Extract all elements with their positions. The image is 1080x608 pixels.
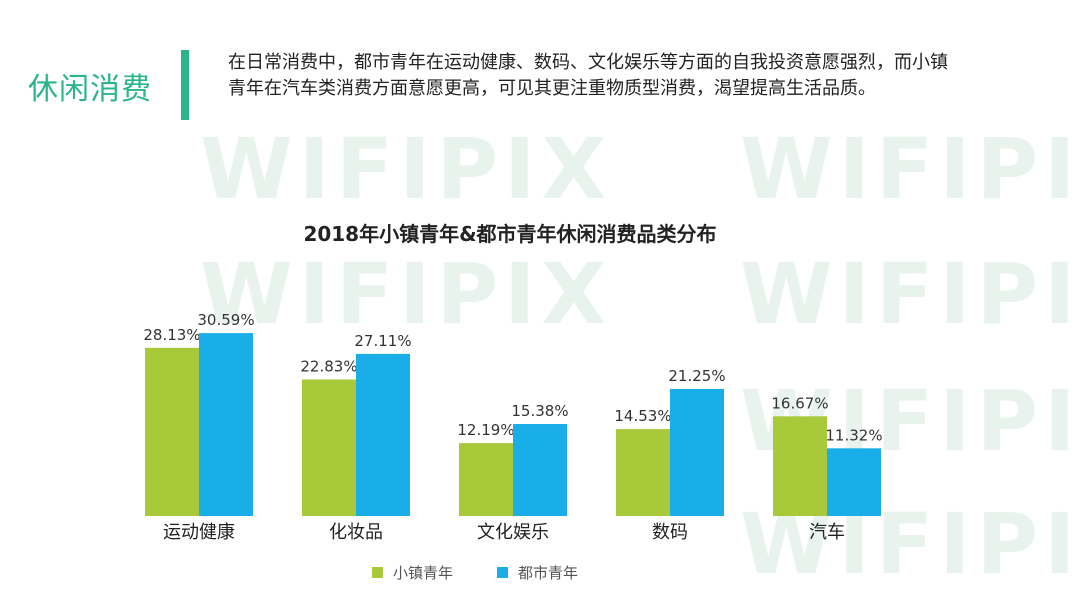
data-label: 16.67%	[771, 394, 828, 412]
intro-text: 在日常消费中，都市青年在运动健康、数码、文化娱乐等方面的自我投资意愿强烈，而小镇…	[228, 52, 948, 99]
data-label: 30.59%	[197, 311, 254, 329]
legend-item-urban: 都市青年	[497, 562, 578, 583]
data-label: 28.13%	[143, 326, 200, 344]
legend-swatch-urban	[497, 567, 509, 578]
chart-title: 2018年小镇青年&都市青年休闲消费品类分布	[303, 222, 717, 246]
legend-label-urban: 都市青年	[518, 564, 579, 582]
bar-urban	[199, 333, 253, 516]
legend: 小镇青年 都市青年	[372, 562, 622, 583]
bar-urban	[513, 424, 567, 516]
data-label: 14.53%	[614, 407, 671, 425]
data-label: 21.25%	[668, 367, 725, 385]
bar-urban	[356, 353, 410, 516]
data-label: 15.38%	[511, 402, 568, 420]
legend-item-small-town: 小镇青年	[372, 562, 453, 583]
bar-small-town	[773, 416, 827, 516]
bar-small-town	[302, 379, 356, 516]
data-label: 11.32%	[825, 426, 882, 444]
data-label: 12.19%	[457, 421, 514, 439]
bar-urban	[670, 388, 724, 516]
bar-urban	[827, 448, 881, 516]
category-label: 化妆品	[329, 522, 383, 543]
accent-bar	[181, 50, 189, 120]
bar-small-town	[459, 443, 513, 516]
data-label: 22.83%	[300, 357, 357, 375]
category-label: 运动健康	[163, 522, 235, 543]
legend-swatch-small-town	[372, 567, 383, 578]
category-label: 数码	[652, 522, 688, 543]
category-label: 文化娱乐	[477, 522, 549, 543]
category-label: 汽车	[809, 522, 845, 543]
legend-label-small-town: 小镇青年	[393, 564, 454, 582]
data-label: 27.11%	[354, 332, 411, 350]
bar-small-town	[145, 347, 199, 516]
section-title: 休闲消费	[28, 72, 152, 107]
bar-small-town	[616, 429, 670, 516]
